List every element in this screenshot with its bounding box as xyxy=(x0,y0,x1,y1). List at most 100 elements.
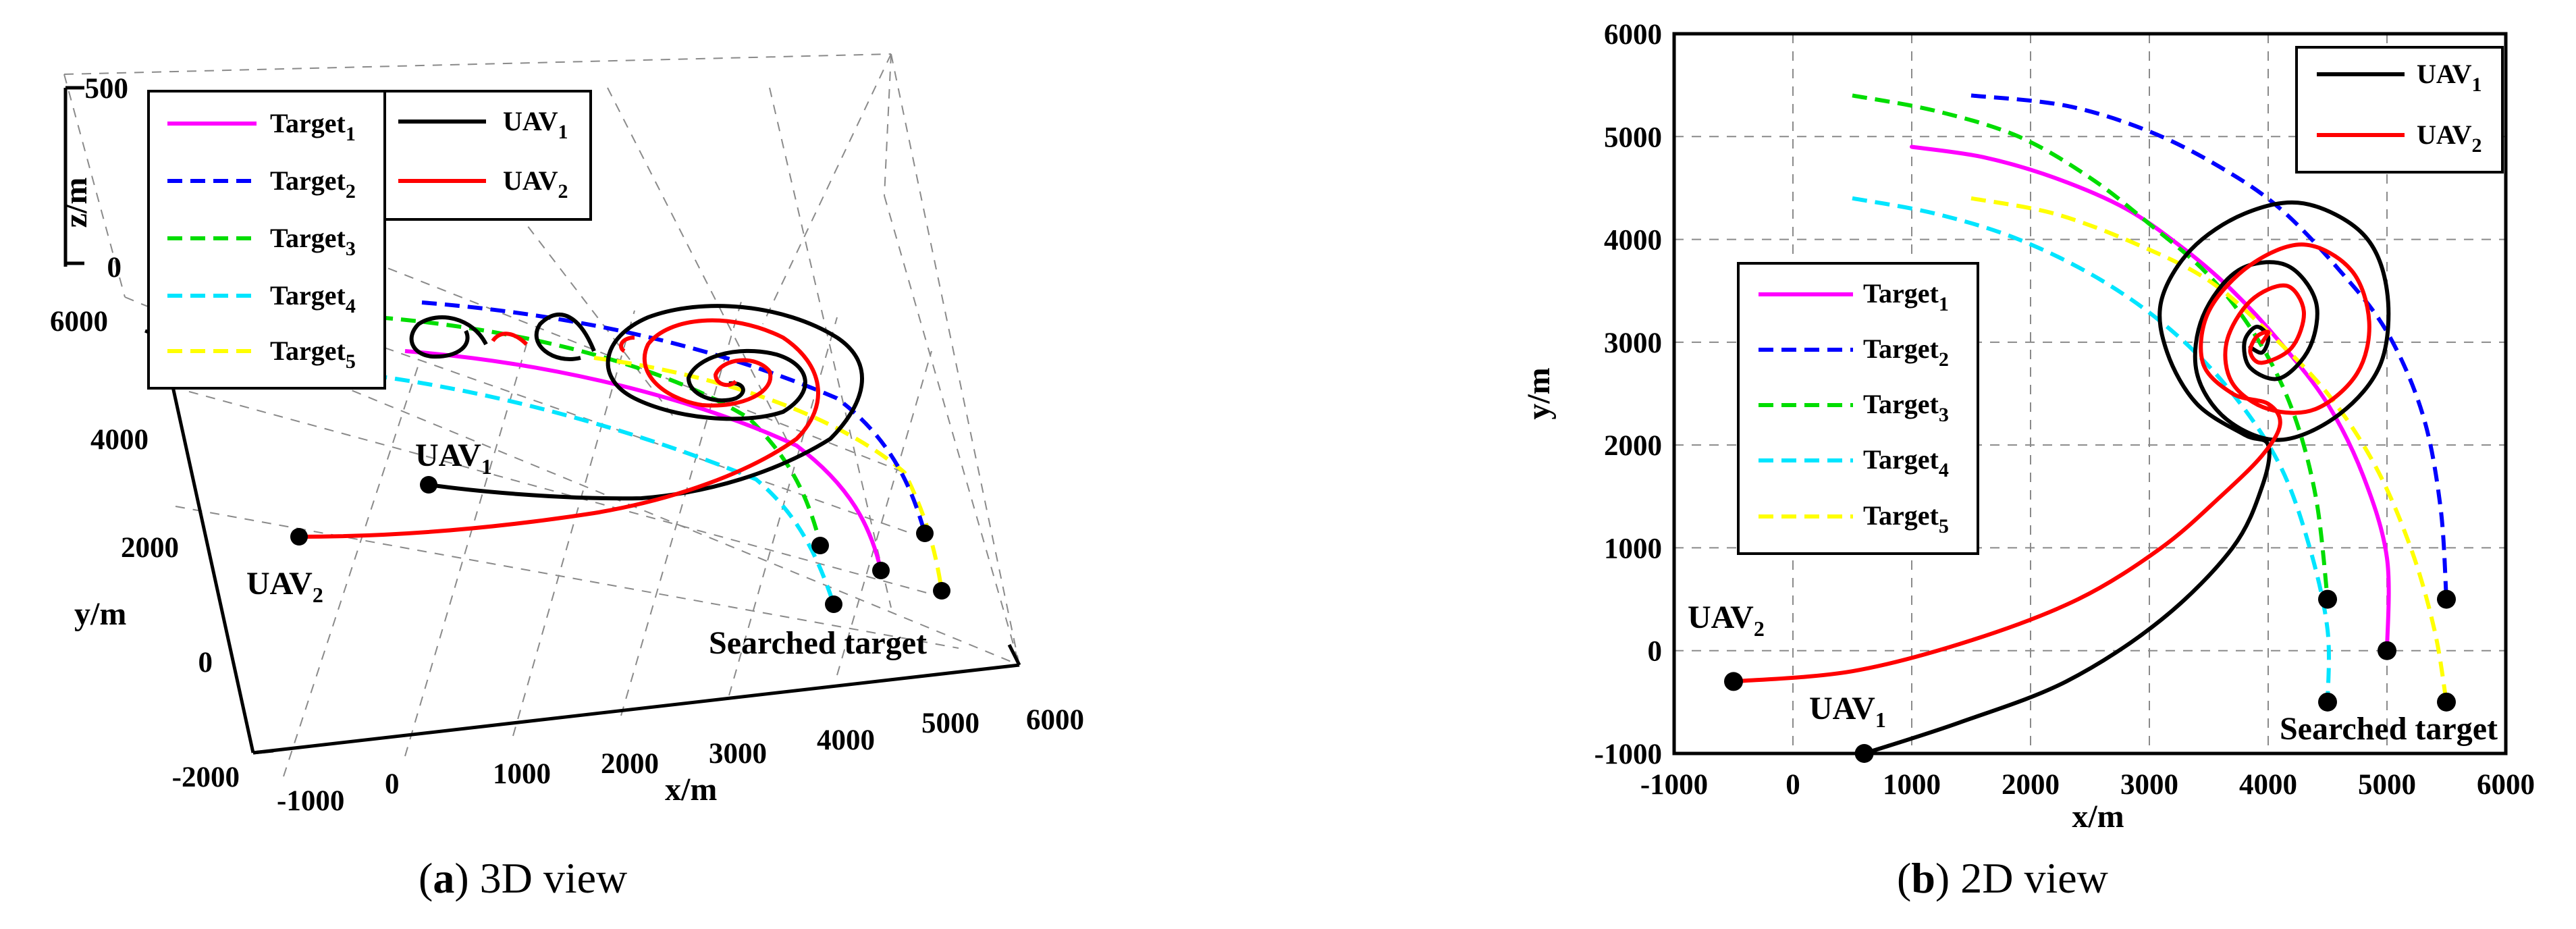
panel-b-series-target-3 xyxy=(1852,93,2330,600)
panel-a-uav1-label: UAV1 xyxy=(415,437,492,479)
panel-a-target-point xyxy=(916,525,934,542)
panel-b-legend-uavs: UAV1 UAV2 xyxy=(2295,46,2504,174)
caption-a: (a) 3D view xyxy=(419,854,627,902)
panel-a-series-target-3 xyxy=(377,315,822,544)
legend-b-label-target-5: Target5 xyxy=(1863,500,1949,537)
panel-a-ylabel: y/m xyxy=(74,596,126,632)
legend-b-label-uav-2: UAV2 xyxy=(2417,120,2482,157)
caption-b: (b) 2D view xyxy=(1897,854,2108,902)
panel-b-ytick: 3000 xyxy=(1604,327,1662,359)
panel-a-ytick: 2000 xyxy=(121,532,179,564)
panel-b-xtick: 3000 xyxy=(2120,769,2178,801)
panel-a-ytick: 6000 xyxy=(50,306,108,338)
panel-b-series-uav-2 xyxy=(1732,242,2371,684)
panel-b-xtick: 1000 xyxy=(1883,769,1941,801)
panel-a-xlabel: x/m xyxy=(665,772,717,807)
legend-b-label-target-4: Target4 xyxy=(1863,444,1949,481)
panel-b-series xyxy=(1732,93,2448,755)
panel-a-xtick: 0 xyxy=(385,768,400,800)
panel-a-series-target-2 xyxy=(421,300,927,534)
panel-a-series-uav-2 xyxy=(298,318,820,539)
legend-b-label-uav-1: UAV1 xyxy=(2417,59,2482,96)
legend-label-uav-1: UAV1 xyxy=(503,106,568,143)
panel-a-xtick: 3000 xyxy=(709,738,767,770)
legend-label-target-4: Target4 xyxy=(270,280,356,317)
panel-b-searched-target-label: Searched target xyxy=(2280,711,2498,747)
panel-a-xtick: 1000 xyxy=(493,758,551,790)
panel-b-xtick: 0 xyxy=(1786,769,1800,801)
panel-b-xtick: 4000 xyxy=(2239,769,2297,801)
panel-a-series-uav-1 xyxy=(409,304,864,501)
legend-label-target-1: Target1 xyxy=(270,108,356,145)
panel-b-target-point xyxy=(2378,641,2396,660)
panel-b-target-point xyxy=(2437,589,2456,609)
panel-b-uav2-label: UAV2 xyxy=(1688,600,1765,641)
panel-a-xtick: 2000 xyxy=(601,748,659,780)
panel-b-series-uav-1 xyxy=(1862,200,2391,755)
panel-a-y-ticks: -2000 0 2000 4000 6000 xyxy=(50,306,240,793)
panel-a-xtick: 6000 xyxy=(1026,704,1084,736)
panel-a-ztick: 500 xyxy=(85,73,129,105)
panel-b-2d-view: -1000 0 1000 2000 3000 4000 5000 6000 -1000 0 1000… xyxy=(1521,19,2535,834)
panel-b-target-point xyxy=(2318,692,2337,712)
panel-b-ytick: 1000 xyxy=(1604,533,1662,564)
panel-a-target-point xyxy=(872,562,890,579)
panel-b-target-point xyxy=(2318,589,2337,609)
panel-b-ytick: 4000 xyxy=(1604,225,1662,257)
panel-b-xtick: 6000 xyxy=(2477,769,2535,801)
panel-b-ylabel: y/m xyxy=(1521,367,1557,419)
panel-a-target-point xyxy=(825,595,842,613)
panel-a-xtick: 4000 xyxy=(817,724,875,756)
panel-a-3d-view: -1000 0 1000 2000 3000 4000 5000 6000 -2… xyxy=(50,53,1084,817)
panel-a-xtick: 5000 xyxy=(921,708,980,739)
panel-a-uav2-start xyxy=(290,528,308,546)
panel-a-series-target-5 xyxy=(593,356,944,591)
panel-a-target-point xyxy=(811,537,829,554)
legend-label-uav-2: UAV2 xyxy=(503,165,568,203)
panel-b-ytick: 2000 xyxy=(1604,430,1662,462)
panel-b-xtick: -1000 xyxy=(1640,769,1708,801)
panel-b-ytick: -1000 xyxy=(1594,739,1662,770)
panel-b-markers xyxy=(1724,589,2456,763)
panel-a-ytick: 4000 xyxy=(90,424,149,456)
panel-b-ytick: 6000 xyxy=(1604,19,1662,51)
panel-a-xtick: -1000 xyxy=(277,785,344,817)
panel-a-searched-target-label: Searched target xyxy=(709,625,927,661)
panel-b-series-target-2 xyxy=(1970,93,2448,600)
panel-b-plot-frame xyxy=(1672,32,2508,755)
panel-b-xlabel: x/m xyxy=(2072,799,2124,834)
legend-label-target-2: Target2 xyxy=(270,165,356,203)
panel-a-series-target-4 xyxy=(303,366,836,605)
legend-label-target-3: Target3 xyxy=(270,223,356,260)
panel-a-series-target-1 xyxy=(404,349,883,571)
panel-b-series-target-1 xyxy=(1910,144,2391,653)
panel-b-ytick: 5000 xyxy=(1604,122,1662,153)
panel-b-uav1-label: UAV1 xyxy=(1809,691,1886,732)
panel-b-ytick: 0 xyxy=(1648,636,1663,668)
panel-b-legend-targets: Target1 Target2 Target3 Target4 Target5 xyxy=(1737,262,1979,555)
panel-a-z-ticks: 0 500 xyxy=(85,73,129,284)
panel-b-xtick: 2000 xyxy=(2002,769,2060,801)
panel-a-uav2-label: UAV2 xyxy=(246,566,323,607)
panel-a-markers xyxy=(290,476,950,613)
legend-label-target-5: Target5 xyxy=(270,336,356,373)
panel-b-target-point xyxy=(2437,692,2456,712)
panel-b-start-point xyxy=(1854,744,1874,763)
panel-a-ytick: 0 xyxy=(198,647,213,679)
panel-a-uav1-start xyxy=(420,476,437,494)
legend-b-label-target-3: Target3 xyxy=(1863,389,1949,426)
panel-a-ztick: 0 xyxy=(107,252,122,284)
panel-b-xtick: 5000 xyxy=(2358,769,2416,801)
panel-b-start-point xyxy=(1724,672,1743,691)
panel-a-x-ticks: -1000 0 1000 2000 3000 4000 5000 6000 xyxy=(277,704,1084,817)
panel-a-legend: Target1 Target2 Target3 Target4 Target5 … xyxy=(147,90,592,390)
panel-a-axes xyxy=(63,86,1021,755)
panel-a-target-point xyxy=(933,582,950,600)
panel-a-ytick: -2000 xyxy=(172,762,240,793)
legend-b-label-target-2: Target2 xyxy=(1863,334,1949,371)
panel-b-ticks: -1000 0 1000 2000 3000 4000 5000 6000 -1000 0 1000… xyxy=(1594,19,2535,801)
panel-a-zlabel: z/m xyxy=(58,178,94,228)
panel-a-trajectories xyxy=(298,300,944,605)
panel-b-series-target-5 xyxy=(1970,196,2448,703)
